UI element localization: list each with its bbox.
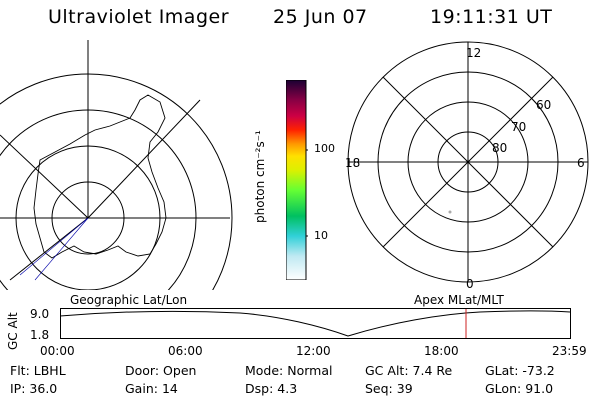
- mlt-0-label: 0: [466, 277, 474, 291]
- colorbar-tick-10: 10: [314, 229, 328, 242]
- lat-80-label: 80: [492, 141, 508, 155]
- altitude-timeline: [60, 308, 571, 339]
- colorbar-unit: photon cm⁻²s⁻¹: [253, 130, 267, 223]
- info-gc-alt: GC Alt: 7.4 Re: [365, 363, 453, 378]
- info-door: Door: Open: [125, 363, 197, 378]
- timeline-y-tick-high: 9.0: [30, 307, 50, 321]
- timeline-x-tick-4: 23:59: [552, 344, 587, 358]
- info-glon: GLon: 91.0: [485, 381, 554, 396]
- timeline-x-tick-3: 18:00: [424, 344, 459, 358]
- info-mode: Mode: Normal: [245, 363, 333, 378]
- timeline-x-tick-1: 06:00: [168, 344, 203, 358]
- mlt-18-label: 18: [345, 156, 361, 170]
- mlt-12-label: 12: [466, 46, 482, 60]
- timeline-y-tick-low: 1.8: [30, 328, 50, 342]
- info-glat: GLat: -73.2: [485, 363, 555, 378]
- info-ip: IP: 36.0: [10, 381, 58, 396]
- colorbar-tick-100: 100: [314, 142, 335, 155]
- info-seq: Seq: 39: [365, 381, 413, 396]
- mlt-6-label: 6: [577, 156, 585, 170]
- altitude-curve: [60, 310, 571, 337]
- timeline-right-caption: Apex MLat/MLT: [414, 293, 504, 307]
- timeline-x-tick-2: 12:00: [296, 344, 331, 358]
- intensity-colorbar: [286, 80, 308, 280]
- magnetic-polar-plot: [347, 41, 589, 283]
- timeline-left-caption: Geographic Lat/Lon: [70, 293, 188, 307]
- info-dsp: Dsp: 4.3: [245, 381, 298, 396]
- instrument-title: Ultraviolet Imager: [48, 6, 230, 28]
- info-flt: Flt: LBHL: [10, 363, 66, 378]
- aurora-dot: [448, 210, 452, 214]
- timeline-x-tick-0: 00:00: [40, 344, 75, 358]
- coastline: [33, 94, 167, 259]
- lat-60-label: 60: [536, 98, 552, 112]
- time-label: 19:11:31 UT: [430, 6, 553, 28]
- geographic-map: [0, 40, 233, 290]
- info-gain: Gain: 14: [125, 381, 178, 396]
- date-label: 25 Jun 07: [273, 6, 368, 28]
- lat-70-label: 70: [511, 120, 527, 134]
- timeline-y-label: GC Alt: [6, 312, 20, 350]
